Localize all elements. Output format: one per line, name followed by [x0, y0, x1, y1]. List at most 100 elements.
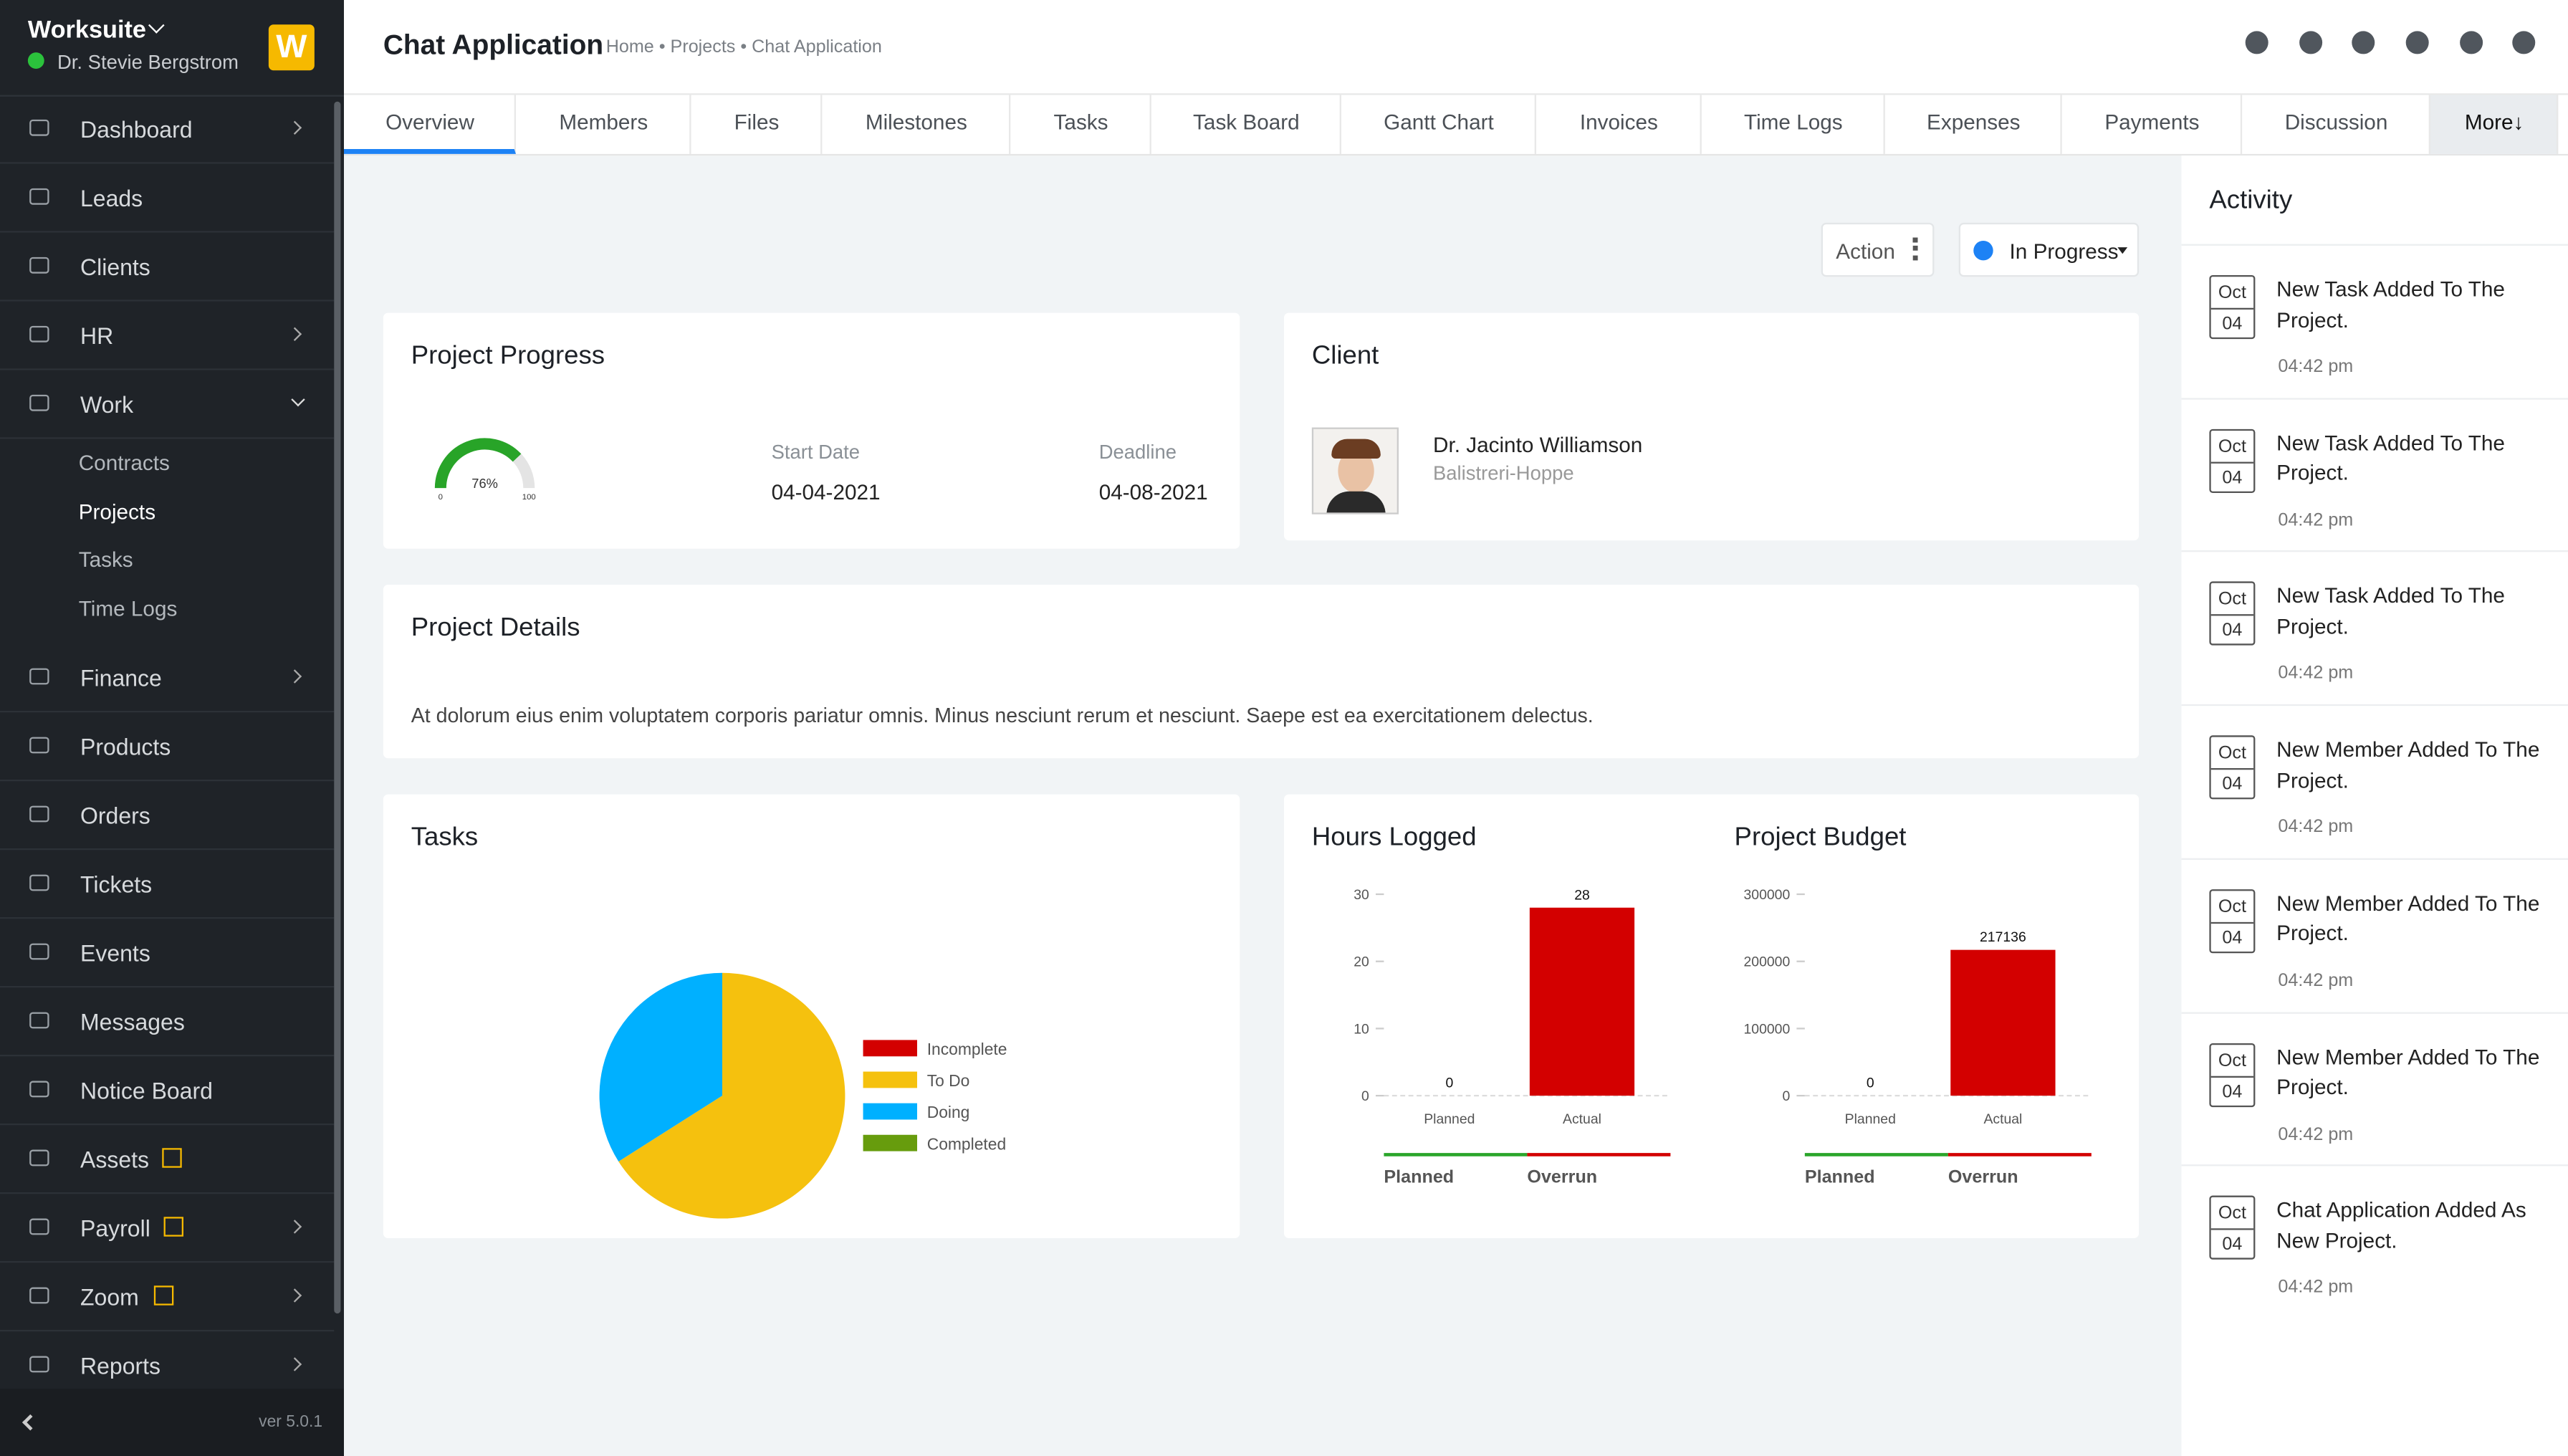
brand: Worksuite: [27, 16, 146, 44]
date-month: Oct: [2218, 590, 2246, 610]
menu-label: Payroll: [80, 1215, 150, 1242]
card: Tasks: [383, 794, 1240, 1238]
menu-arrow: [291, 393, 305, 407]
menu-label: Leads: [80, 185, 143, 211]
header-icon[interactable]: [2512, 31, 2536, 54]
submenu-item[interactable]: Contracts: [78, 450, 170, 475]
menu-item[interactable]: Finance: [0, 643, 335, 713]
tab[interactable]: Payments: [2062, 95, 2243, 154]
tab[interactable]: Discussion: [2242, 95, 2430, 154]
menu-item[interactable]: Messages: [0, 987, 335, 1057]
field-value: 04-04-2021: [771, 479, 881, 504]
user-name: Dr. Stevie Bergstrom: [57, 50, 239, 74]
brand-caret: [148, 17, 165, 34]
menu-item[interactable]: Leads: [0, 164, 335, 233]
tab[interactable]: More↓: [2430, 95, 2559, 154]
menu-item[interactable]: HR: [0, 302, 335, 370]
menu-arrow: [287, 1288, 302, 1303]
menu-icon: [29, 943, 49, 960]
logo: W: [268, 24, 315, 71]
tab-label: Task Board: [1193, 110, 1300, 135]
status-dropdown[interactable]: In Progress: [1958, 222, 2140, 277]
tab[interactable]: Expenses: [1885, 95, 2062, 154]
action-button[interactable]: Action: [1821, 222, 1935, 277]
activity-item: Oct 04 New Task Added To The Project. 04:42…: [2181, 550, 2568, 705]
gift-icon: [162, 1148, 182, 1168]
menu-label: Tickets: [80, 871, 153, 898]
tab[interactable]: Invoices: [1536, 95, 1702, 154]
menu-item[interactable]: Work: [0, 370, 335, 439]
tab-label: Milestones: [865, 110, 967, 135]
menu-item[interactable]: Assets: [0, 1125, 335, 1194]
date-box: Oct 04: [2209, 582, 2256, 646]
header-icon[interactable]: [2299, 31, 2323, 54]
tab[interactable]: Task Board: [1151, 95, 1341, 154]
date-day: 04: [2222, 621, 2243, 641]
activity-text: New Task Added To The Project.: [2276, 583, 2505, 639]
kebab: [1912, 237, 1918, 261]
activity-text: Chat Application Added As New Project.: [2276, 1197, 2526, 1253]
date-rule: [2210, 307, 2254, 310]
menu-item[interactable]: Tickets: [0, 850, 335, 919]
tab[interactable]: Files: [691, 95, 823, 154]
gift-icon: [153, 1285, 174, 1306]
date-box: Oct 04: [2209, 1042, 2256, 1106]
submenu-item[interactable]: Tasks: [78, 547, 133, 572]
tab-label: Members: [559, 110, 648, 135]
menu-label: Clients: [80, 254, 150, 280]
menu-label: Events: [80, 939, 150, 967]
tab[interactable]: Milestones: [822, 95, 1011, 154]
card: Project Progress Start Date 04-04-2021 Dead…: [383, 312, 1240, 549]
menu-arrow: [287, 1220, 302, 1234]
header-icon[interactable]: [2460, 31, 2483, 54]
activity-time: 04:42 pm: [2278, 510, 2354, 530]
activity-item: Oct 04 New Member Added To The Project. 04:…: [2181, 704, 2568, 858]
date-rule: [2210, 1228, 2254, 1230]
menu-item[interactable]: Clients: [0, 233, 335, 302]
menu-item[interactable]: Notice Board: [0, 1056, 335, 1126]
date-rule: [2210, 768, 2254, 770]
menu-icon: [29, 805, 49, 823]
date-rule: [2210, 921, 2254, 924]
header-icon[interactable]: [2405, 31, 2429, 54]
status-dot: [27, 52, 44, 69]
tab[interactable]: Gantt Chart: [1341, 95, 1536, 154]
date-day: 04: [2222, 314, 2243, 335]
menu-item[interactable]: Zoom: [0, 1263, 335, 1332]
activity-item: Oct 04 New Member Added To The Project. 04:…: [2181, 858, 2568, 1012]
menu-item[interactable]: Orders: [0, 781, 335, 851]
menu-icon: [29, 1012, 49, 1029]
tab[interactable]: Overview: [343, 95, 516, 154]
sidebar-footer: ver 5.0.1: [0, 1389, 344, 1456]
submenu-item[interactable]: Time Logs: [78, 595, 178, 621]
date-box: Oct 04: [2209, 428, 2256, 493]
collapse-icon[interactable]: [21, 1414, 39, 1431]
avatar-body: [1326, 491, 1386, 513]
menu-arrow: [287, 120, 302, 135]
header-icon[interactable]: [2352, 31, 2375, 54]
page-title: Chat Application: [383, 29, 604, 61]
menu-item[interactable]: Events: [0, 919, 335, 988]
header-icon[interactable]: [2245, 31, 2268, 54]
menu-icon: [29, 1218, 49, 1235]
menu-item[interactable]: Payroll: [0, 1194, 335, 1263]
menu-icon: [29, 737, 49, 754]
menu-icon: [29, 325, 49, 343]
date-box: Oct 04: [2209, 735, 2256, 800]
submenu-item[interactable]: Projects: [78, 498, 156, 524]
activity-text: New Task Added To The Project.: [2276, 277, 2505, 332]
tab[interactable]: Members: [516, 95, 691, 154]
menu-item[interactable]: Products: [0, 712, 335, 782]
activity-item: Oct 04 New Member Added To The Project. 04:…: [2181, 1011, 2568, 1165]
card-title: Project Details: [411, 614, 580, 642]
version: ver 5.0.1: [259, 1413, 323, 1432]
menu-label: Assets: [80, 1146, 150, 1173]
menu-item[interactable]: Dashboard: [0, 95, 335, 164]
menu-icon: [29, 668, 49, 685]
date-month: Oct: [2218, 436, 2246, 456]
tab[interactable]: Time Logs: [1702, 95, 1885, 154]
tab[interactable]: Tasks: [1010, 95, 1151, 154]
card: Hours Logged Project Budget: [1283, 794, 2140, 1238]
menu-icon: [29, 874, 49, 891]
